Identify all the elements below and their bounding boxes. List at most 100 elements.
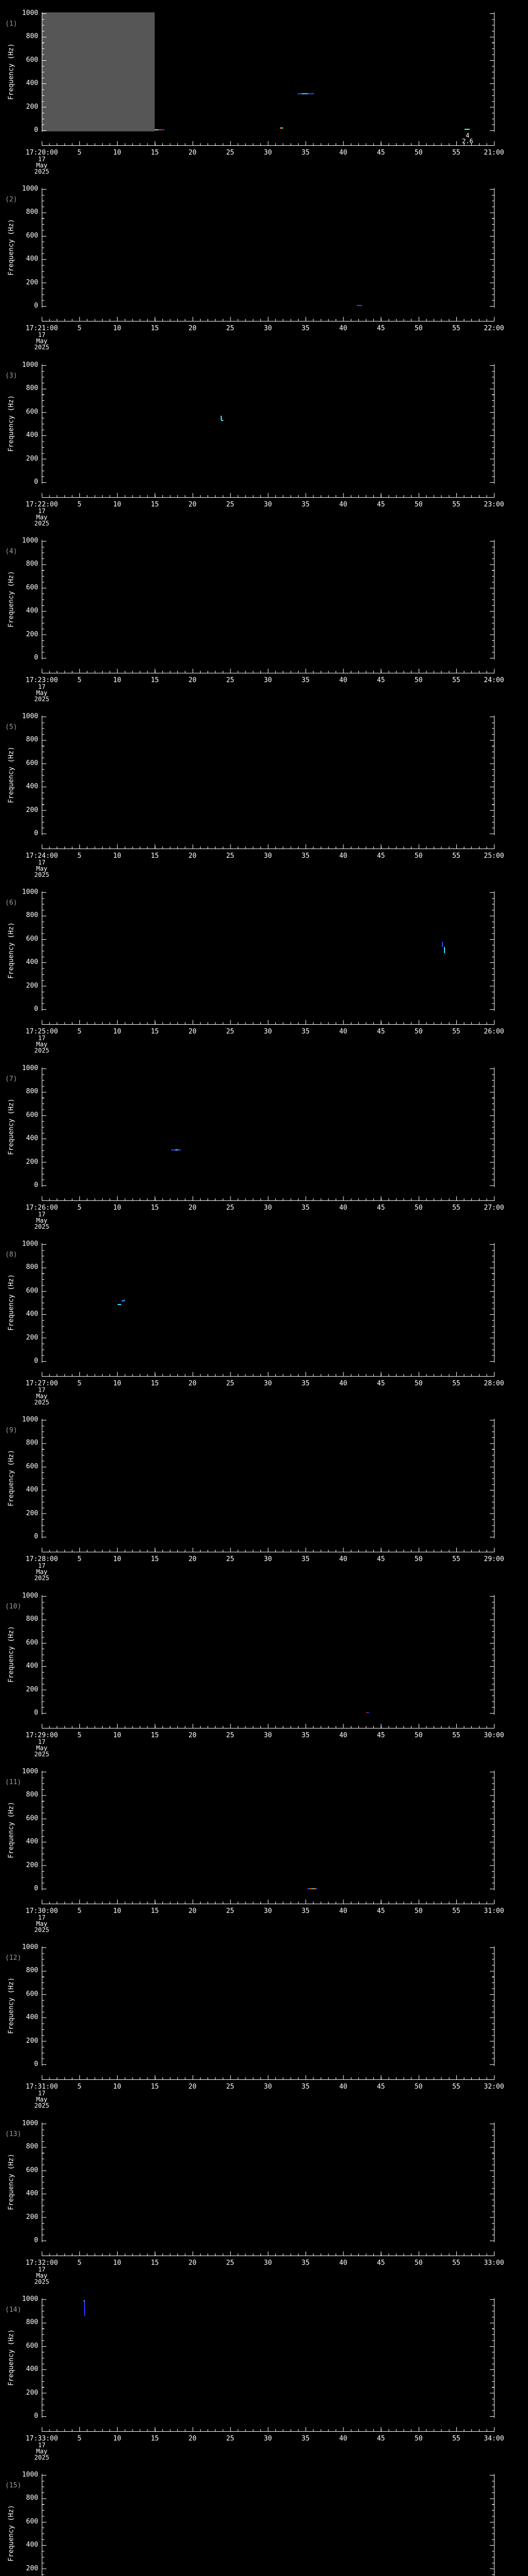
y-tick-label: 0 bbox=[34, 302, 38, 310]
y-axis-title: Frequency (Hz) bbox=[7, 1626, 15, 1683]
x-tick-label: 5 bbox=[77, 1204, 81, 1212]
x-tick-label: 20 bbox=[188, 2083, 197, 2091]
x-tick-label: 50 bbox=[414, 1380, 423, 1387]
y-axis-major-ticks-left bbox=[42, 189, 46, 307]
x-tick-label: 25 bbox=[226, 1204, 235, 1212]
x-tick-label: 45 bbox=[376, 501, 385, 509]
y-tick-label: 600 bbox=[26, 1462, 38, 1470]
x-axis-major-ticks bbox=[42, 1020, 494, 1024]
y-axis-major-ticks-right bbox=[490, 892, 494, 1010]
x-axis-date-label: 17 May 2025 bbox=[34, 1738, 50, 1758]
x-axis-end-time-label: 30:00 bbox=[484, 1732, 504, 1739]
x-tick-label: 55 bbox=[452, 1907, 460, 1915]
x-axis-end-time-label: 33:00 bbox=[484, 2259, 504, 2267]
y-tick-label: 600 bbox=[26, 408, 38, 416]
x-tick-label: 45 bbox=[376, 1204, 385, 1212]
x-tick-label: 45 bbox=[376, 2259, 385, 2267]
event-mark bbox=[161, 129, 165, 130]
y-tick-label: 600 bbox=[26, 935, 38, 943]
x-tick-label: 40 bbox=[339, 2435, 348, 2443]
y-tick-label: 600 bbox=[26, 1286, 38, 1295]
y-axis-title: Frequency (Hz) bbox=[7, 1802, 15, 1858]
x-tick-label: 55 bbox=[452, 2259, 460, 2267]
x-tick-label: 35 bbox=[301, 1028, 310, 1036]
x-tick-label: 25 bbox=[226, 1732, 235, 1739]
y-axis-title: Frequency (Hz) bbox=[7, 2329, 15, 2386]
y-tick-label: 0 bbox=[34, 1709, 38, 1717]
y-axis-major-ticks-right bbox=[490, 1772, 494, 1889]
x-tick-label: 25 bbox=[226, 1028, 235, 1036]
x-tick-label: 35 bbox=[301, 1380, 310, 1387]
x-tick-label: 25 bbox=[226, 2259, 235, 2267]
y-axis-major-ticks-right bbox=[490, 1596, 494, 1714]
y-tick-label: 600 bbox=[26, 2342, 38, 2350]
x-tick-label: 5 bbox=[77, 1380, 81, 1387]
y-axis-major-ticks-right bbox=[490, 541, 494, 658]
x-tick-label: 55 bbox=[452, 501, 460, 509]
y-axis-major-ticks-right bbox=[490, 13, 494, 131]
panel-index-label: (13) bbox=[5, 2130, 22, 2138]
x-tick-label: 10 bbox=[113, 1732, 122, 1739]
x-axis-line bbox=[42, 1376, 494, 1377]
y-tick-label: 400 bbox=[26, 1134, 38, 1143]
event-mark bbox=[311, 1888, 314, 1889]
x-tick-label: 45 bbox=[376, 1732, 385, 1739]
panel-index-label: (8) bbox=[5, 1251, 18, 1259]
x-axis-major-ticks bbox=[42, 1900, 494, 1904]
x-axis-start-time-label: 17:29:00 bbox=[25, 1732, 58, 1739]
y-tick-label: 1000 bbox=[22, 1064, 38, 1072]
x-axis-date-label: 17 May 2025 bbox=[34, 1386, 50, 1406]
y-tick-label: 0 bbox=[34, 1885, 38, 1892]
x-axis-end-time-label: 24:00 bbox=[484, 676, 504, 684]
y-tick-label: 400 bbox=[26, 783, 38, 791]
x-tick-label: 30 bbox=[263, 676, 272, 684]
x-axis-date-label: 17 May 2025 bbox=[34, 859, 50, 878]
y-tick-label: 200 bbox=[26, 2213, 38, 2221]
x-tick-label: 45 bbox=[376, 325, 385, 332]
x-tick-label: 35 bbox=[301, 1204, 310, 1212]
x-axis-line bbox=[42, 1200, 494, 1201]
event-mark bbox=[357, 305, 362, 307]
y-axis-major-ticks-left bbox=[42, 13, 46, 131]
y-axis-major-ticks-left bbox=[42, 1069, 46, 1186]
x-axis-major-ticks bbox=[42, 669, 494, 673]
event-mark bbox=[302, 93, 308, 94]
x-axis-end-time-label: 29:00 bbox=[484, 1555, 504, 1563]
x-tick-label: 10 bbox=[113, 1380, 122, 1387]
y-tick-label: 1000 bbox=[22, 9, 38, 17]
x-tick-label: 10 bbox=[113, 501, 122, 509]
x-tick-label: 55 bbox=[452, 2435, 460, 2443]
x-tick-label: 20 bbox=[188, 2435, 197, 2443]
x-tick-label: 10 bbox=[113, 1204, 122, 1212]
x-tick-label: 50 bbox=[414, 2083, 423, 2091]
x-axis-start-time-label: 17:24:00 bbox=[25, 852, 58, 860]
x-tick-label: 20 bbox=[188, 1555, 197, 1563]
x-tick-label: 20 bbox=[188, 149, 197, 157]
x-tick-label: 5 bbox=[77, 2083, 81, 2091]
x-axis-major-ticks bbox=[42, 2251, 494, 2256]
x-axis-start-time-label: 17:27:00 bbox=[25, 1380, 58, 1387]
x-tick-label: 40 bbox=[339, 325, 348, 332]
y-axis-title: Frequency (Hz) bbox=[7, 43, 15, 100]
panel-index-label: (2) bbox=[5, 196, 18, 204]
y-tick-label: 800 bbox=[26, 32, 38, 41]
x-axis-end-time-label: 26:00 bbox=[484, 1028, 504, 1036]
y-tick-label: 400 bbox=[26, 1310, 38, 1318]
spectrogram-panel-11: (11) Frequency (Hz) 1000 800 600 400 200 0 5 10 15… bbox=[0, 1758, 528, 1935]
event-mark bbox=[158, 129, 161, 130]
x-tick-label: 15 bbox=[151, 1555, 159, 1563]
x-tick-label: 10 bbox=[113, 2083, 122, 2091]
y-tick-label: 200 bbox=[26, 630, 38, 638]
x-axis-date-label: 17 May 2025 bbox=[34, 2090, 50, 2109]
y-axis-title: Frequency (Hz) bbox=[7, 571, 15, 628]
event-mark bbox=[297, 93, 302, 94]
y-tick-label: 1000 bbox=[22, 888, 38, 896]
panel-index-label: (1) bbox=[5, 20, 18, 28]
x-tick-label: 55 bbox=[452, 852, 460, 860]
spectrogram-panel-6: (6) Frequency (Hz) 1000 800 600 400 200 0 5 10 15 2… bbox=[0, 879, 528, 1055]
x-tick-label: 55 bbox=[452, 149, 460, 157]
panel-index-label: (12) bbox=[5, 1954, 22, 1962]
x-axis-date-label: 17 May 2025 bbox=[34, 683, 50, 703]
y-axis-title: Frequency (Hz) bbox=[7, 395, 15, 452]
